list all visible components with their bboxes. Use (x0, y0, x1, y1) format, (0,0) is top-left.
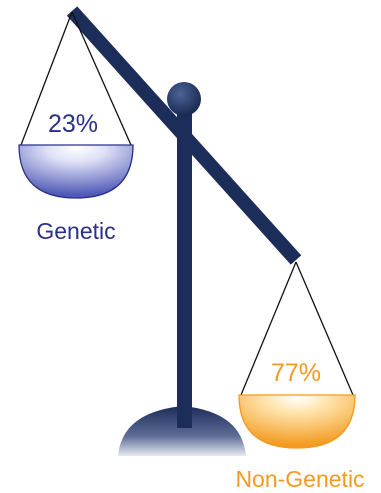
right-pan-strings (240, 261, 354, 396)
left-pan-bowl (18, 144, 134, 199)
non-genetic-percent: 77% (271, 359, 321, 387)
left-pan-strings (20, 11, 132, 146)
right-pan-bowl (238, 394, 356, 449)
non-genetic-label: Non-Genetic (235, 466, 364, 492)
genetic-percent: 23% (48, 110, 98, 138)
pivot-knob (167, 82, 201, 116)
scale-beam (66, 6, 302, 265)
scale-base (118, 406, 246, 456)
scale-pole (177, 112, 192, 428)
genetic-label: Genetic (36, 218, 115, 244)
